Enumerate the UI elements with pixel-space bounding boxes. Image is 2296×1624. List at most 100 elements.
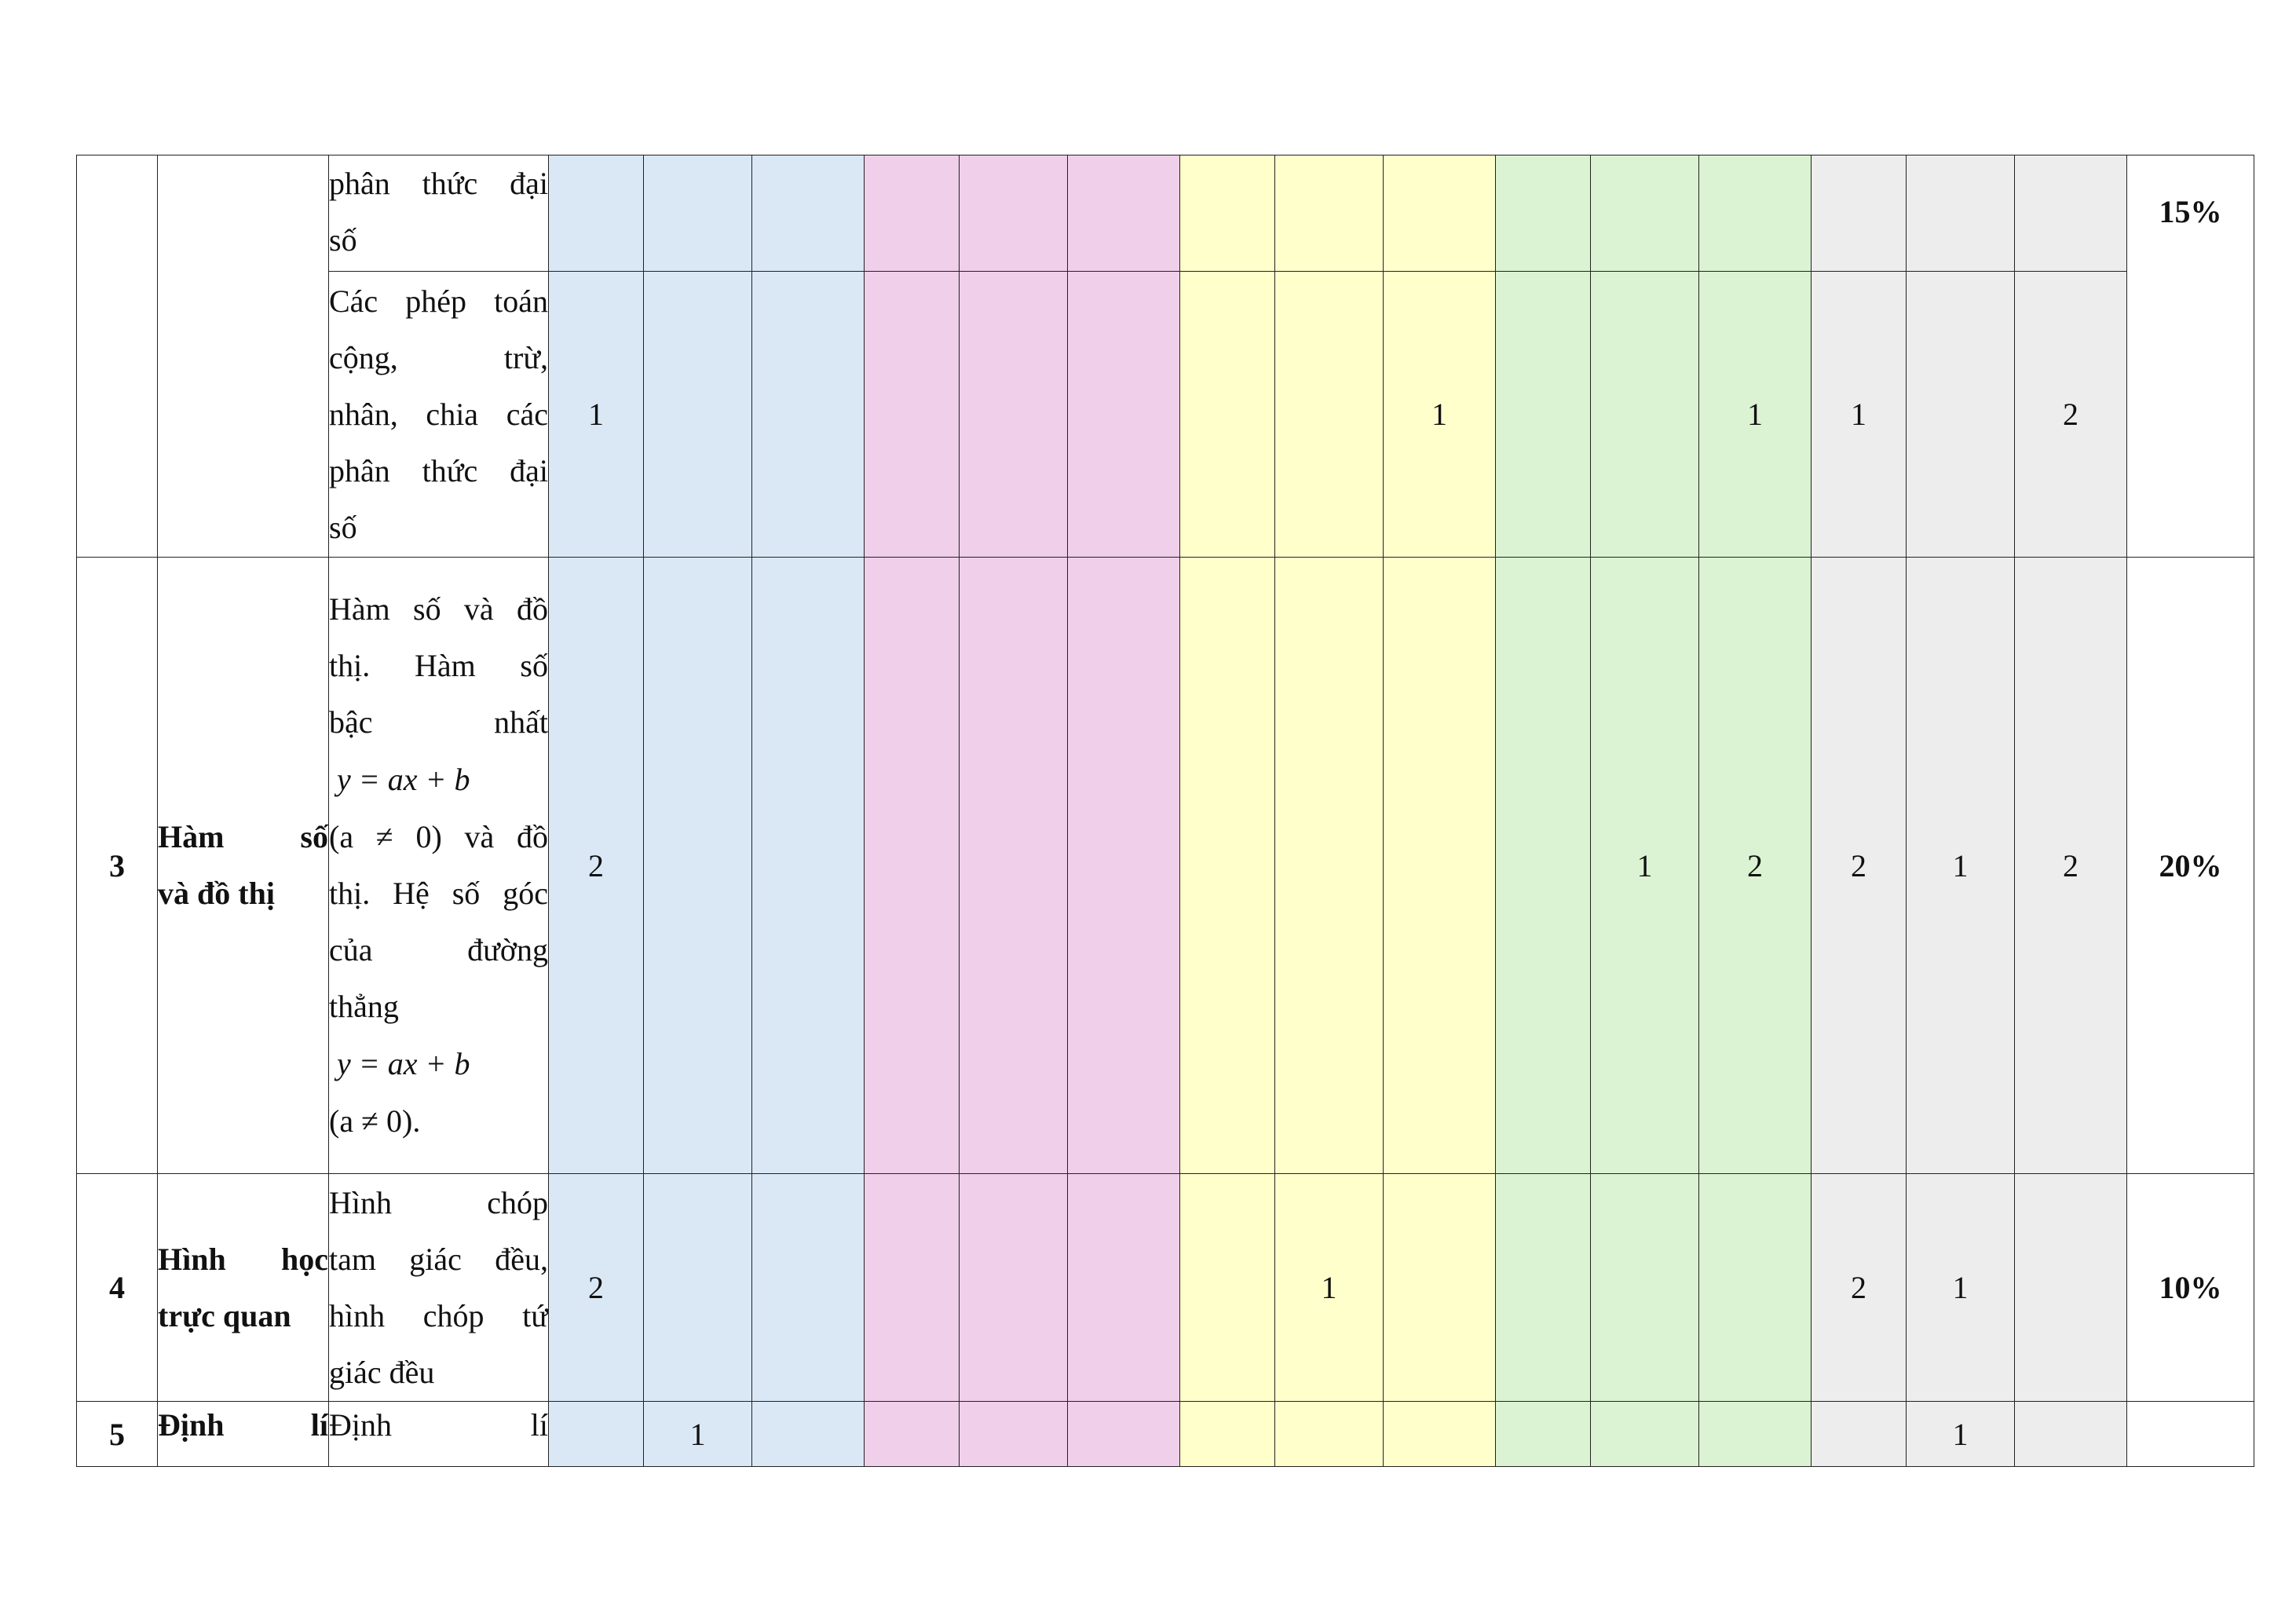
content-line: phân thức đại [329,166,548,201]
chapter-cell [157,155,329,558]
exam-matrix-table: phân thức đại số 15% Các phép toán cộng,… [76,155,2254,1467]
count-cell [864,271,960,558]
count-cell [1906,155,2015,272]
content-line: giác đều [329,1354,435,1390]
content-line: tam giác đều, [329,1241,548,1277]
count-cell [864,1401,960,1467]
count-cell [643,271,752,558]
percent-cell: 15% [2126,155,2254,558]
percent-cell [2126,1401,2254,1467]
count-cell [1906,271,2015,558]
content-cell: Định lí [328,1401,549,1467]
count-cell [1590,1173,1699,1402]
count-cell [1495,1401,1591,1467]
count-cell [1495,155,1591,272]
count-cell: 2 [1811,557,1907,1174]
count-cell [548,155,644,272]
content-line: cộng, trừ, [329,339,548,375]
count-cell [1698,1173,1812,1402]
count-cell: 2 [1698,557,1812,1174]
count-cell [2014,1401,2127,1467]
content-line: (a ≠ 0). [329,1103,421,1139]
count-cell: 2 [2014,557,2127,1174]
count-cell [751,271,865,558]
count-cell [864,1173,960,1402]
count-cell: 2 [548,557,644,1174]
table-row: 4 Hình học trực quan Hình chóp tam giác … [76,1173,2254,1402]
count-cell [643,557,752,1174]
count-cell: 1 [1906,1173,2015,1402]
math-expression: y = ax + b [337,762,470,797]
count-cell: 1 [1698,271,1812,558]
count-cell: 2 [2014,271,2127,558]
stt-cell: 3 [76,557,158,1174]
count-cell [751,1401,865,1467]
count-cell [1274,155,1384,272]
content-line: thị. Hàm số [329,648,548,683]
count-cell [1274,271,1384,558]
math-expression: y = ax + b [337,1046,470,1081]
count-cell: 2 [548,1173,644,1402]
table-row: phân thức đại số 15% [76,155,2254,558]
content-line: số [329,509,357,545]
count-cell [864,155,960,272]
chapter-line: Hàm số [158,819,328,854]
count-cell [1179,1401,1275,1467]
count-cell: 1 [1383,271,1496,558]
count-cell [1179,1173,1275,1402]
count-cell [1067,1401,1180,1467]
content-cell: Hàm số và đồ thị. Hàm số bậc nhất y = ax… [328,557,549,1174]
stt-cell: 5 [76,1401,158,1467]
content-line: phân thức đại [329,452,548,488]
content-line: Các phép toán [329,283,548,319]
count-cell [1495,1173,1591,1402]
count-cell [1179,557,1275,1174]
count-cell [1698,155,1812,272]
count-cell [959,155,1068,272]
count-cell [1274,1401,1384,1467]
count-cell [751,1173,865,1402]
content-line: Định lí [329,1407,548,1443]
count-cell [751,155,865,272]
count-cell [1495,271,1591,558]
count-cell [1811,1401,1907,1467]
count-cell [1383,1401,1496,1467]
content-line: thị. Hệ số góc [329,876,548,911]
content-line: Hàm số và đồ [329,591,548,627]
chapter-cell: Hàm số và đồ thị [157,557,329,1174]
table-row: Các phép toán cộng, trừ, nhân, chia các … [77,271,2254,558]
count-cell [1590,155,1699,272]
count-cell: 2 [1811,1173,1907,1402]
content-line: hình chóp tứ [329,1297,548,1333]
chapter-line: trực quan [158,1297,291,1333]
chapter-cell: Định lí [157,1401,329,1467]
chapter-line: Hình học [158,1241,328,1277]
stt-cell [76,155,158,558]
table-row: 3 Hàm số và đồ thị Hàm số và đồ thị. Hàm… [76,557,2254,1174]
count-cell [1590,271,1699,558]
content-line: bậc nhất [329,704,548,740]
count-cell [2014,155,2127,272]
content-cell: phân thức đại số [328,155,549,272]
count-cell [959,1401,1068,1467]
count-cell [1590,1401,1699,1467]
count-cell: 1 [1274,1173,1384,1402]
count-cell [751,557,865,1174]
percent-cell: 20% [2126,557,2254,1174]
content-line: số [329,222,357,258]
count-cell: 1 [1590,557,1699,1174]
count-cell [1495,557,1591,1174]
count-cell [959,557,1068,1174]
content-line: thẳng [329,989,399,1024]
count-cell [1179,155,1275,272]
count-cell [548,1401,644,1467]
stt-cell: 4 [76,1173,158,1402]
count-cell [1811,155,1907,272]
count-cell [1067,271,1180,558]
count-cell [1383,1173,1496,1402]
count-cell [959,271,1068,558]
content-cell: Các phép toán cộng, trừ, nhân, chia các … [328,271,549,558]
chapter-line: và đồ thị [158,876,275,911]
count-cell [643,1173,752,1402]
count-cell [864,557,960,1174]
